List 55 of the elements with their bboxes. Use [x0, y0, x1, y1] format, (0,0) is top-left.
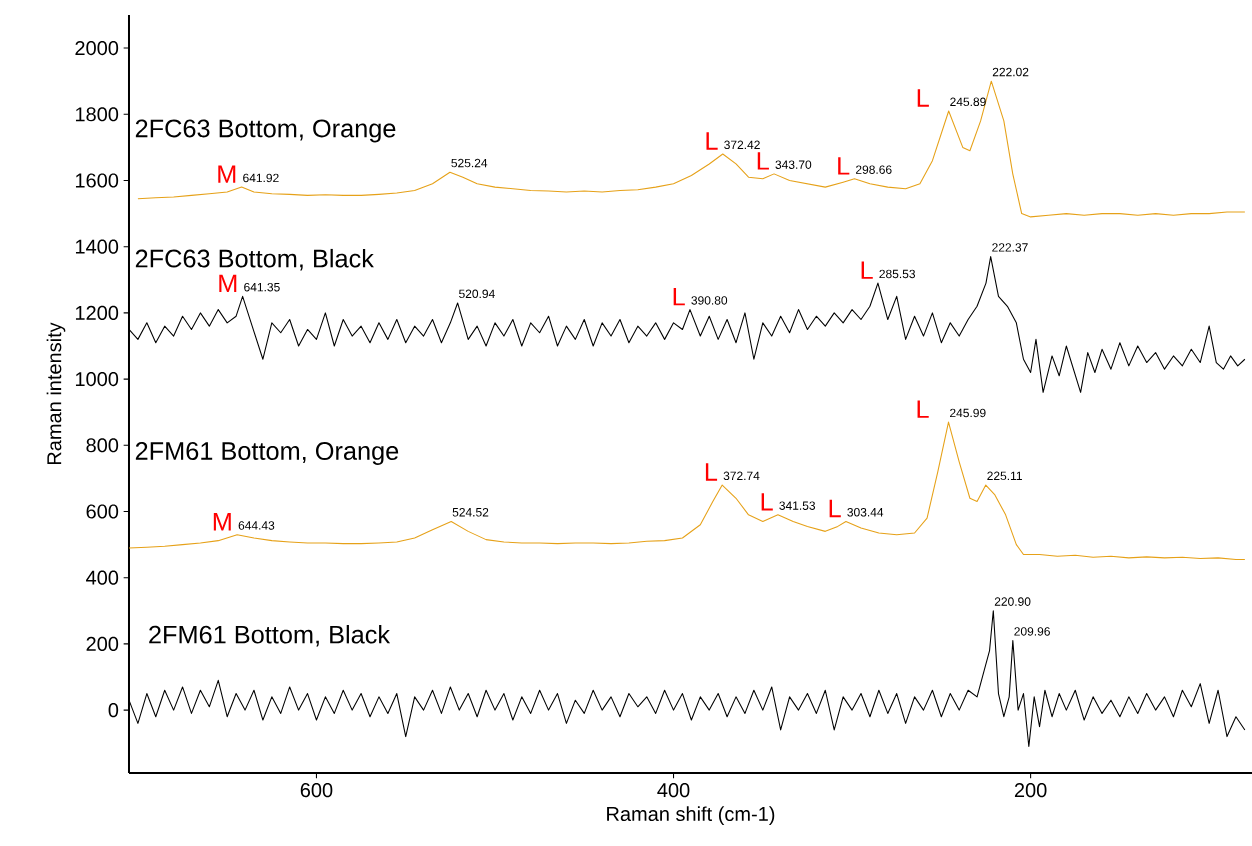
- text: 2FM61 Bottom, Orange: [135, 442, 399, 465]
- series-label: 2FC63 Bottom, Black: [135, 248, 374, 271]
- annotation: L: [829, 499, 841, 518]
- annotation: L: [706, 132, 718, 150]
- annotation: 644.43: [238, 521, 275, 530]
- annotation: 520.94: [459, 289, 495, 299]
- annotation: L: [838, 157, 850, 175]
- annotation: 225.11: [987, 471, 1022, 481]
- annotation: 245.99: [950, 408, 986, 418]
- annotation: 641.35: [244, 282, 280, 292]
- y-tick-label: 600: [86, 504, 119, 519]
- series-label: 2FM61 Bottom, Black: [149, 624, 391, 647]
- y-tick-label: 1600: [75, 173, 119, 188]
- y-tick-label: 1800: [75, 107, 119, 122]
- annotation: 285.53: [879, 269, 916, 279]
- x-tick-label: 400: [657, 783, 690, 798]
- x-axis-title: Raman shift (cm-1): [607, 806, 775, 825]
- y-tick-label: 2000: [75, 41, 119, 56]
- annotation: 343.70: [775, 160, 812, 169]
- annotation: 303.44: [847, 508, 884, 517]
- annotation: 222.02: [992, 67, 1029, 77]
- annotation: L: [673, 287, 685, 306]
- annotation: 524.52: [452, 508, 489, 517]
- annotation: M: [213, 512, 231, 531]
- y-tick-label: 1200: [75, 305, 119, 320]
- y-tick-label: 200: [86, 636, 119, 651]
- annotation: 245.89: [950, 97, 986, 107]
- annotation: M: [219, 274, 237, 293]
- annotation: L: [917, 400, 929, 418]
- annotation: L: [761, 493, 773, 511]
- y-tick-label: 800: [86, 438, 119, 453]
- annotation: 209.96: [1014, 627, 1050, 636]
- annotation: M: [218, 165, 236, 183]
- annotation: 641.92: [243, 173, 279, 183]
- y-axis-title: Raman intensity: [46, 322, 66, 465]
- annotation: 222.37: [992, 243, 1028, 252]
- annotation: 298.66: [856, 165, 892, 174]
- annotation: 390.80: [691, 296, 728, 305]
- series-label: 2FC63 Bottom, Orange: [135, 119, 396, 143]
- annotation: 220.90: [994, 597, 1031, 606]
- annotation: 372.74: [723, 471, 760, 481]
- x-tick-label: 600: [300, 783, 333, 798]
- annotation: L: [861, 261, 873, 279]
- annotation: 372.42: [724, 140, 760, 150]
- annotation: 525.24: [451, 158, 488, 168]
- annotation: L: [705, 463, 718, 481]
- y-tick-label: 1000: [75, 372, 119, 387]
- y-tick-label: 0: [108, 703, 119, 718]
- y-tick-label: 1400: [75, 239, 119, 254]
- x-tick-label: 200: [1014, 783, 1047, 798]
- annotation: 341.53: [779, 501, 816, 510]
- y-tick-label: 400: [86, 570, 119, 585]
- annotation: L: [917, 89, 929, 107]
- annotation: L: [757, 152, 769, 170]
- line-series: [128, 421, 1246, 561]
